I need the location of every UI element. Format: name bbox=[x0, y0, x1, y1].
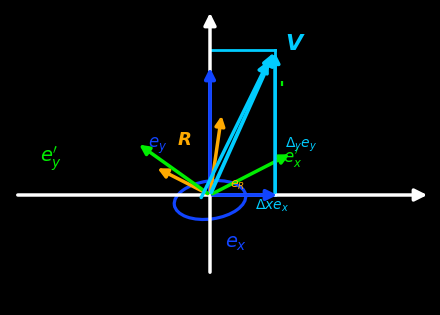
Text: $e_y'$: $e_y'$ bbox=[40, 144, 62, 173]
Text: $\Delta x e_x$: $\Delta x e_x$ bbox=[255, 198, 289, 215]
Text: $\Delta_y e_y$: $\Delta_y e_y$ bbox=[285, 136, 317, 154]
Text: $e_R$: $e_R$ bbox=[230, 179, 245, 192]
Text: ': ' bbox=[278, 80, 284, 99]
Text: $e_x$: $e_x$ bbox=[225, 234, 247, 253]
Text: R: R bbox=[178, 131, 192, 149]
Text: V: V bbox=[285, 34, 302, 54]
Text: $e_x'$: $e_x'$ bbox=[283, 146, 302, 169]
Text: $e_y$: $e_y$ bbox=[148, 136, 167, 156]
